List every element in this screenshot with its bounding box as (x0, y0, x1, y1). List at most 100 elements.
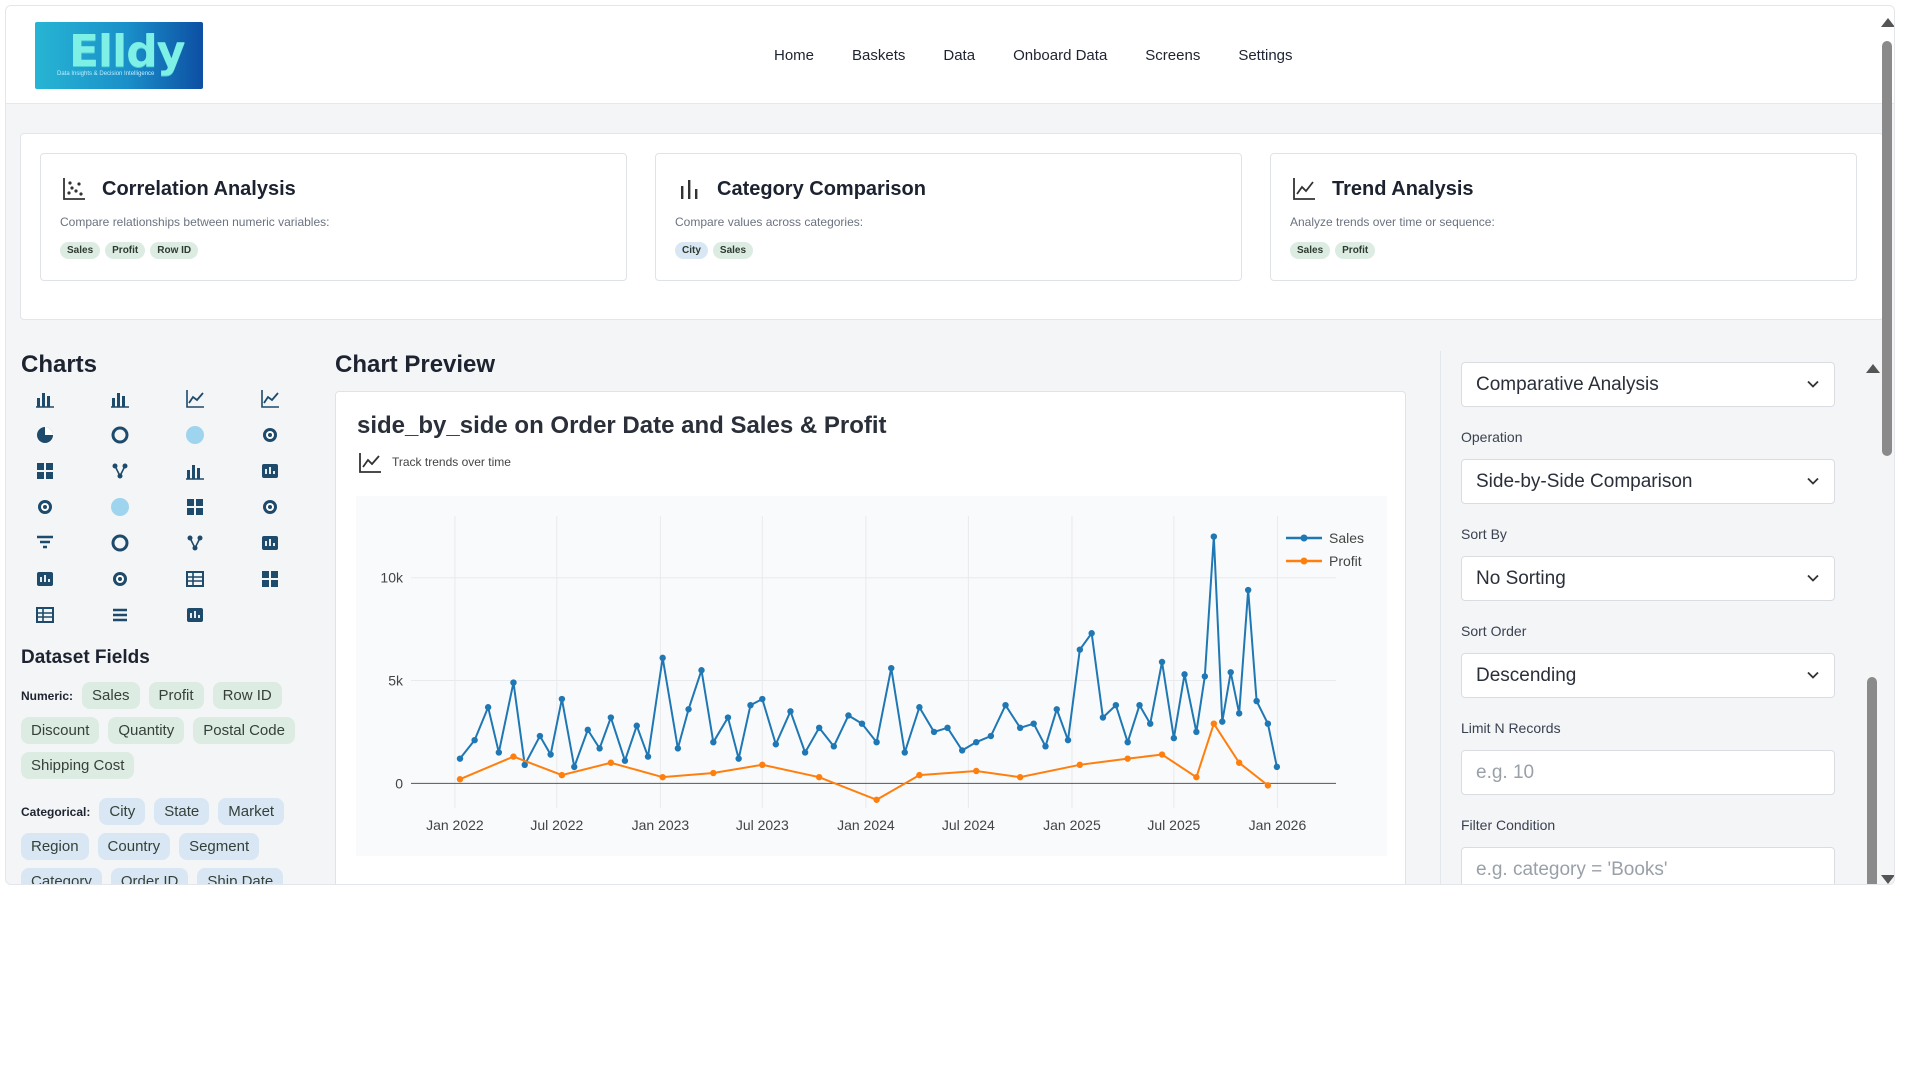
analysis-type-select[interactable]: Comparative Analysis (1461, 362, 1835, 407)
profit-series-point (558, 771, 566, 779)
scroll-thumb[interactable] (1882, 41, 1892, 456)
scroll-thumb[interactable] (1867, 677, 1877, 884)
field-quantity[interactable]: Quantity (108, 717, 185, 744)
suggestion-card-correlation[interactable]: Correlation Analysis Compare relationshi… (40, 153, 627, 281)
legend-marker-profit (1300, 557, 1308, 565)
main-nav: Home Baskets Data Onboard Data Screens S… (774, 6, 1331, 104)
nav-screens[interactable]: Screens (1145, 46, 1201, 64)
field-market[interactable]: Market (218, 798, 285, 825)
plot-area[interactable]: Jan 2022 Jul 2022 Jan 2023 Jul 2023 Jan 2024… (356, 496, 1387, 856)
field-sales[interactable]: Sales (82, 682, 140, 709)
field-order-id[interactable]: Order ID (110, 868, 189, 884)
field-discount[interactable]: Discount (21, 717, 100, 744)
profit-series-point (1124, 755, 1131, 762)
field-state[interactable]: State (154, 798, 210, 825)
sales-series-point (987, 732, 995, 740)
nav-baskets[interactable]: Baskets (852, 46, 906, 64)
cluster-icon[interactable] (109, 460, 131, 482)
tag-sales: Sales (712, 242, 754, 259)
sales-series-point (1193, 728, 1200, 736)
sort-order-select[interactable]: Descending (1461, 653, 1835, 698)
nav-data[interactable]: Data (943, 46, 976, 64)
sales-series-point (1042, 743, 1049, 750)
sort-order-label: Sort Order (1461, 623, 1527, 639)
field-profit[interactable]: Profit (148, 682, 204, 709)
kpi-icon[interactable] (184, 604, 206, 626)
filter-input[interactable] (1461, 847, 1835, 884)
bubble-icon[interactable] (184, 424, 206, 446)
field-city[interactable]: City (99, 798, 146, 825)
table-icon[interactable] (184, 568, 206, 590)
histogram-icon[interactable] (259, 460, 281, 482)
tag-sales: Sales (60, 242, 101, 259)
scroll-up-icon[interactable] (1866, 364, 1880, 373)
grid-icon[interactable] (34, 604, 56, 626)
profit-series-point (873, 796, 880, 803)
chart-preview-heading: Chart Preview (335, 351, 496, 378)
pie-chart-icon[interactable] (34, 424, 56, 446)
donut-chart-icon[interactable] (109, 424, 131, 446)
categorical-label: Categorical: (21, 804, 91, 819)
field-ship-date[interactable]: Ship Date (197, 868, 284, 884)
sunburst-icon[interactable] (259, 496, 281, 518)
numeric-fields: Numeric: Sales Profit Row ID Discount Qu… (21, 682, 311, 779)
line-chart-icon[interactable] (184, 388, 206, 410)
nav-home[interactable]: Home (774, 46, 815, 64)
scatter-icon[interactable] (34, 460, 56, 482)
field-row-id[interactable]: Row ID (212, 682, 282, 709)
waterfall-icon[interactable] (259, 532, 281, 554)
field-country[interactable]: Country (97, 833, 171, 860)
polar-icon[interactable] (109, 568, 131, 590)
network-icon[interactable] (184, 532, 206, 554)
suggestion-card-category[interactable]: Category Comparison Compare values acros… (655, 153, 1242, 281)
sales-series-point (558, 695, 566, 703)
suggestion-card-trend[interactable]: Trend Analysis Analyze trends over time … (1270, 153, 1857, 281)
chevron-down-icon (1807, 380, 1819, 388)
nav-onboard-data[interactable]: Onboard Data (1013, 46, 1108, 64)
sales-series-point (801, 749, 809, 756)
chart-type-grid (34, 388, 334, 640)
tag-city: City (675, 242, 708, 259)
analysis-type-value: Comparative Analysis (1476, 374, 1659, 395)
list-icon[interactable] (109, 604, 131, 626)
violin-icon[interactable] (34, 496, 56, 518)
funnel-icon[interactable] (34, 532, 56, 554)
controls-scrollbar[interactable] (1864, 356, 1880, 884)
field-segment[interactable]: Segment (179, 833, 260, 860)
profit-series-point (1193, 773, 1200, 781)
candlestick-icon[interactable] (34, 568, 56, 590)
brand-logo[interactable]: Elldy Data Insights & Decision Intellige… (35, 22, 203, 89)
sales-series-point (958, 747, 966, 754)
area-chart-icon[interactable] (259, 388, 281, 410)
sales-series-point (456, 755, 464, 762)
treemap-icon[interactable] (184, 496, 206, 518)
sales-series-point (815, 724, 823, 732)
x-tick-label: Jan 2025 (1043, 817, 1101, 833)
grouped-bar-icon[interactable] (109, 388, 131, 410)
field-category[interactable]: Category (21, 868, 102, 884)
scroll-up-icon[interactable] (1881, 18, 1894, 27)
tag-profit: Profit (1335, 242, 1376, 259)
sort-by-select[interactable]: No Sorting (1461, 556, 1835, 601)
field-region[interactable]: Region (21, 833, 89, 860)
pivot-icon[interactable] (259, 568, 281, 590)
gauge-icon[interactable] (109, 532, 131, 554)
field-shipping-cost[interactable]: Shipping Cost (21, 752, 135, 779)
radial-icon[interactable] (259, 424, 281, 446)
sales-series-point (1053, 706, 1060, 713)
charts-heading: Charts (21, 351, 98, 378)
trend-icon (359, 453, 381, 473)
field-postal-code[interactable]: Postal Code (193, 717, 295, 744)
operation-select[interactable]: Side-by-Side Comparison (1461, 459, 1835, 504)
circle-icon[interactable] (109, 496, 131, 518)
scroll-down-icon[interactable] (1881, 875, 1894, 884)
profit-series-point (1235, 759, 1243, 766)
scatter-plot-icon (63, 178, 85, 200)
limit-input[interactable] (1461, 750, 1835, 795)
nav-settings[interactable]: Settings (1238, 46, 1293, 64)
bar-chart-icon[interactable] (34, 388, 56, 410)
column-chart-icon[interactable] (184, 460, 206, 482)
x-tick-label: Jul 2025 (1147, 817, 1200, 833)
sales-series-point (1016, 724, 1024, 732)
page-scrollbar[interactable] (1878, 6, 1894, 884)
